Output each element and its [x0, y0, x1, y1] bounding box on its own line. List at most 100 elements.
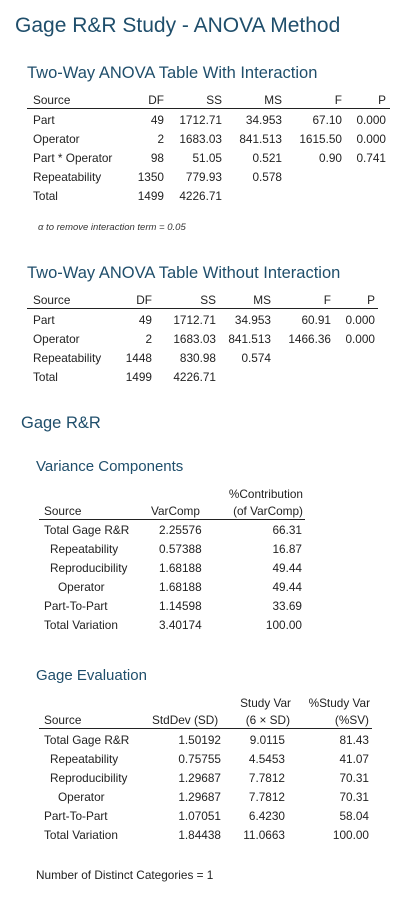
table-cell: 779.93 — [185, 170, 222, 184]
table-cell: 4226.71 — [173, 370, 216, 384]
table-cell: 2.25576 — [159, 523, 202, 537]
row-source: Operator — [33, 332, 80, 346]
table-cell: 49.44 — [272, 580, 302, 594]
column-header: Source — [44, 504, 82, 518]
table-cell: 1350 — [137, 170, 164, 184]
table-cell: 1466.36 — [288, 332, 331, 346]
table-cell: 1683.03 — [179, 132, 222, 146]
table-cell: 0.75755 — [178, 752, 221, 766]
column-header: P — [378, 93, 386, 107]
column-header: VarComp — [151, 504, 200, 518]
column-header: (6 × SD) — [245, 713, 290, 727]
column-header: DF — [148, 93, 164, 107]
column-header: P — [367, 293, 375, 307]
table-cell: 70.31 — [339, 790, 369, 804]
table-cell: 1615.50 — [299, 132, 342, 146]
table-cell: 1448 — [125, 351, 152, 365]
table-cell: 1712.71 — [179, 113, 222, 127]
page-title: Gage R&R Study - ANOVA Method — [15, 14, 341, 37]
table-cell: 0.578 — [252, 170, 282, 184]
table-cell: 0.521 — [252, 151, 282, 165]
table-cell: 1683.03 — [173, 332, 216, 346]
column-header: %Contribution — [228, 487, 303, 501]
table-cell: 1.68188 — [159, 580, 202, 594]
table-cell: 0.574 — [241, 351, 271, 365]
table-cell: 0.000 — [345, 313, 375, 327]
row-source: Part — [33, 313, 55, 327]
header-rule — [39, 519, 305, 520]
table-cell: 1.07051 — [178, 809, 221, 823]
row-source: Part-To-Part — [44, 809, 108, 823]
table-cell: 58.04 — [339, 809, 369, 823]
column-header: Source — [33, 293, 71, 307]
table-cell: 49 — [150, 113, 164, 127]
row-source: Total Variation — [44, 618, 118, 632]
table-cell: 2 — [145, 332, 152, 346]
distinct-categories: Number of Distinct Categories = 1 — [36, 868, 214, 882]
table-cell: 6.4230 — [248, 809, 285, 823]
column-header: MS — [264, 93, 282, 107]
column-header: Source — [44, 713, 82, 727]
table-cell: 0.57388 — [159, 542, 202, 556]
column-header: (of VarComp) — [233, 504, 303, 518]
table-cell: 1.50192 — [178, 733, 221, 747]
anova-with-title: Two-Way ANOVA Table With Interaction — [27, 64, 318, 82]
table-cell: 7.7812 — [248, 790, 285, 804]
table-cell: 60.91 — [301, 313, 331, 327]
row-source: Total Gage R&R — [44, 733, 130, 747]
table-cell: 841.513 — [239, 132, 282, 146]
row-source: Total — [33, 370, 58, 384]
column-header: MS — [253, 293, 271, 307]
column-header: F — [323, 293, 331, 307]
column-header: Source — [33, 93, 71, 107]
row-source: Reproducibility — [50, 771, 128, 785]
table-cell: 0.000 — [356, 132, 386, 146]
column-header: DF — [136, 293, 152, 307]
table-cell: 67.10 — [312, 113, 342, 127]
table-cell: 1712.71 — [173, 313, 216, 327]
row-source: Operator — [58, 580, 105, 594]
table-cell: 34.953 — [245, 113, 282, 127]
table-cell: 9.0115 — [249, 733, 285, 747]
table-cell: 841.513 — [228, 332, 271, 346]
header-rule — [27, 308, 378, 309]
header-rule — [27, 108, 390, 109]
table-cell: 0.90 — [319, 151, 342, 165]
table-cell: 3.40174 — [159, 618, 202, 632]
table-cell: 49.44 — [272, 561, 302, 575]
table-cell: 100.00 — [265, 618, 302, 632]
row-source: Repeatability — [50, 542, 119, 556]
row-source: Repeatability — [50, 752, 119, 766]
anova-without-title: Two-Way ANOVA Table Without Interaction — [27, 264, 341, 282]
interaction-note: α to remove interaction term = 0.05 — [38, 222, 186, 233]
row-source: Total Variation — [44, 828, 118, 842]
table-cell: 4.5453 — [248, 752, 285, 766]
table-cell: 1.29687 — [178, 790, 221, 804]
row-source: Part * Operator — [33, 151, 113, 165]
row-source: Reproducibility — [50, 561, 128, 575]
table-cell: 0.000 — [356, 113, 386, 127]
header-rule — [39, 728, 372, 729]
row-source: Total — [33, 189, 58, 203]
table-cell: 70.31 — [339, 771, 369, 785]
table-cell: 100.00 — [332, 828, 369, 842]
table-cell: 49 — [138, 313, 152, 327]
table-cell: 1.29687 — [178, 771, 221, 785]
column-header: (%SV) — [334, 713, 369, 727]
row-source: Total Gage R&R — [44, 523, 130, 537]
table-cell: 1.14598 — [159, 599, 202, 613]
column-header: StdDev (SD) — [152, 713, 219, 727]
table-cell: 81.43 — [339, 733, 369, 747]
row-source: Repeatability — [33, 351, 102, 365]
gage-evaluation-title: Gage Evaluation — [36, 667, 147, 684]
table-cell: 66.31 — [272, 523, 302, 537]
table-cell: 1499 — [137, 189, 164, 203]
table-cell: 0.000 — [345, 332, 375, 346]
table-cell: 34.953 — [234, 313, 271, 327]
column-header: Study Var — [240, 696, 291, 710]
row-source: Part — [33, 113, 55, 127]
table-cell: 1.84438 — [178, 828, 221, 842]
table-cell: 16.87 — [272, 542, 302, 556]
table-cell: 2 — [157, 132, 164, 146]
table-cell: 0.741 — [356, 151, 386, 165]
